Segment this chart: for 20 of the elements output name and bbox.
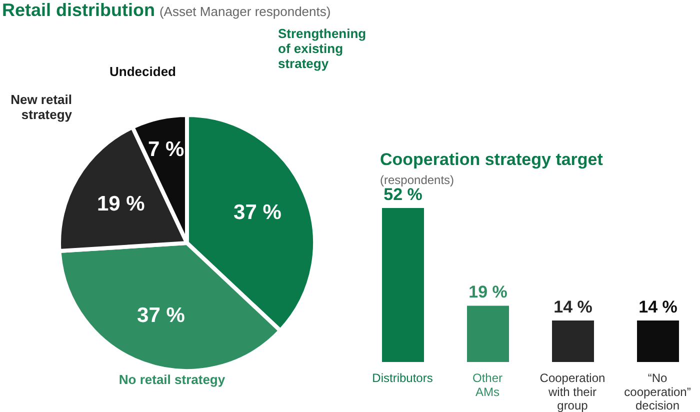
chart-title: Cooperation strategy target bbox=[380, 150, 603, 170]
chart-subtitle: (respondents) bbox=[380, 173, 456, 187]
slice-label: No retail strategy bbox=[118, 372, 226, 387]
chart-subtitle: (Asset Manager respondents) bbox=[159, 4, 331, 19]
chart-title: Retail distribution bbox=[2, 0, 155, 20]
data-label: 52 % bbox=[384, 185, 422, 204]
x-tick-label: “No cooperation” decision bbox=[624, 371, 691, 412]
data-label: 19 % bbox=[468, 282, 508, 302]
data-label: 37 % bbox=[137, 304, 186, 327]
slice-label: New retail strategy bbox=[10, 92, 73, 122]
data-label: 14 % bbox=[554, 298, 592, 317]
slice-label: Strengthening of existing strategy bbox=[278, 26, 366, 71]
x-tick-label: Distributors bbox=[372, 371, 433, 385]
x-tick-label: Other AMs bbox=[472, 371, 503, 399]
data-label: 37 % bbox=[234, 201, 282, 224]
x-tick-label: Cooperation with their group bbox=[540, 371, 606, 412]
slice-label: Undecided bbox=[110, 64, 176, 79]
data-label: 19 % bbox=[96, 192, 146, 216]
data-label: 14 % bbox=[638, 298, 678, 317]
data-label: 7 % bbox=[148, 138, 184, 161]
